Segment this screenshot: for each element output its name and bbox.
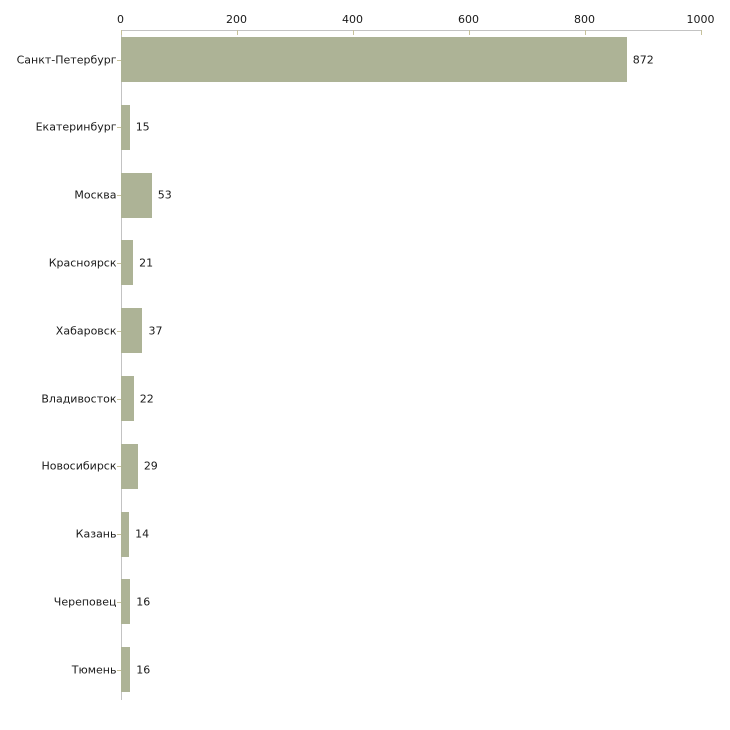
x-tick-label: 200 [226,13,247,26]
y-tick-mark [116,195,121,197]
bar [121,579,131,625]
value-label: 872 [632,53,654,66]
value-label: 14 [135,527,150,541]
bar [121,443,138,489]
y-tick-mark [116,601,121,603]
y-tick-mark [116,262,121,264]
value-label: 22 [139,392,154,405]
value-label: 15 [135,120,150,134]
y-tick-mark [116,59,121,61]
x-tick-mark [236,30,238,35]
category-label: Красноярск [48,256,117,270]
category-label: Москва [74,188,117,202]
x-tick-label: 1000 [686,13,715,26]
y-tick-mark [116,669,121,671]
category-label: Екатеринбург [35,120,117,134]
category-label: Казань [75,527,117,541]
value-label: 37 [148,324,163,338]
y-tick-mark [116,330,121,332]
category-label: Тюмень [71,663,117,677]
x-tick-label: 600 [458,13,479,26]
bar [121,647,131,693]
bar [121,37,627,82]
bar [121,376,134,421]
category-label: Новосибирск [41,459,117,473]
category-label: Владивосток [41,392,117,405]
bar [121,104,130,150]
value-label: 21 [139,256,154,270]
value-label: 16 [136,595,151,609]
value-label: 29 [143,459,158,473]
x-tick-mark [120,30,122,35]
x-tick-mark [352,30,354,35]
x-axis-line [120,30,701,31]
y-tick-mark [116,534,121,536]
x-tick-label: 400 [342,13,363,26]
bar [121,308,143,354]
category-label: Хабаровск [55,324,117,338]
x-tick-label: 0 [117,13,124,26]
x-tick-label: 800 [574,13,595,26]
y-tick-mark [116,127,121,129]
y-axis-line [120,30,122,700]
y-tick-mark [116,466,121,468]
x-tick-mark [468,30,470,35]
value-label: 53 [157,188,172,202]
category-label: Череповец [53,595,117,609]
bar [121,511,130,557]
x-tick-mark [700,30,702,35]
bar [121,240,134,286]
value-label: 16 [136,663,151,677]
category-label: Санкт-Петербург [16,53,117,66]
y-tick-mark [116,398,121,400]
x-tick-mark [584,30,586,35]
bar [121,172,152,218]
